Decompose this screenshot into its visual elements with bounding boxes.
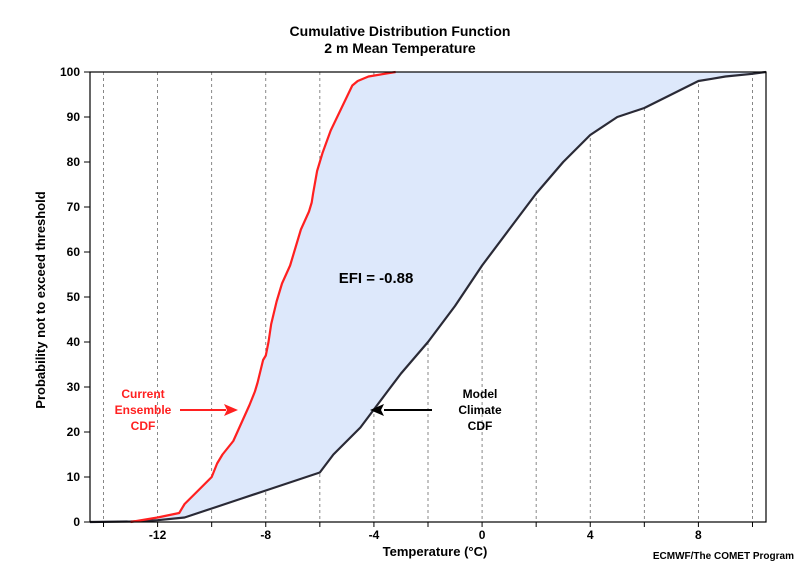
climate-cdf-callout: Model Climate CDF [370, 387, 502, 433]
model-climate-cdf-line [89, 70, 767, 524]
x-tick-label: 8 [695, 528, 702, 542]
credit-text: ECMWF/The COMET Program [653, 551, 794, 562]
y-axis-ticks: 0 10 20 30 40 50 60 70 80 90 100 [60, 65, 90, 529]
x-tick-label: -8 [260, 528, 271, 542]
x-tick-label: -12 [149, 528, 167, 542]
y-tick-label: 100 [60, 65, 80, 79]
ensemble-cdf-callout: Current Ensemble CDF [115, 387, 238, 433]
x-axis-ticks: -12 -8 -4 0 4 8 [103, 522, 753, 542]
y-tick-label: 60 [67, 245, 81, 259]
x-axis-label: Temperature (°C) [383, 544, 488, 559]
x-tick-label: 4 [587, 528, 594, 542]
chart-subtitle: 2 m Mean Temperature [324, 40, 476, 56]
ensemble-label-line-1: Current [121, 387, 164, 401]
climate-label-line-3: CDF [468, 419, 493, 433]
efi-shaded-region [90, 72, 766, 522]
y-tick-label: 40 [67, 335, 81, 349]
ensemble-label-line-3: CDF [131, 419, 156, 433]
climate-label-line-2: Climate [458, 403, 502, 417]
current-ensemble-cdf-line [130, 70, 396, 524]
efi-value-text: EFI = -0.88 [339, 270, 414, 287]
y-tick-label: 50 [67, 290, 81, 304]
y-tick-label: 0 [73, 515, 80, 529]
y-tick-label: 80 [67, 155, 81, 169]
climate-arrow-icon [370, 404, 384, 416]
y-tick-label: 30 [67, 380, 81, 394]
y-axis-label: Probability not to exceed threshold [33, 191, 48, 408]
x-tick-label: -4 [369, 528, 380, 542]
x-tick-label: 0 [479, 528, 486, 542]
ensemble-arrow-icon [224, 404, 238, 416]
ensemble-label-line-2: Ensemble [115, 403, 172, 417]
climate-label-line-1: Model [463, 387, 498, 401]
y-tick-label: 90 [67, 110, 81, 124]
y-tick-label: 10 [67, 470, 81, 484]
y-tick-label: 20 [67, 425, 81, 439]
chart-title: Cumulative Distribution Function [290, 23, 511, 39]
y-tick-label: 70 [67, 200, 81, 214]
